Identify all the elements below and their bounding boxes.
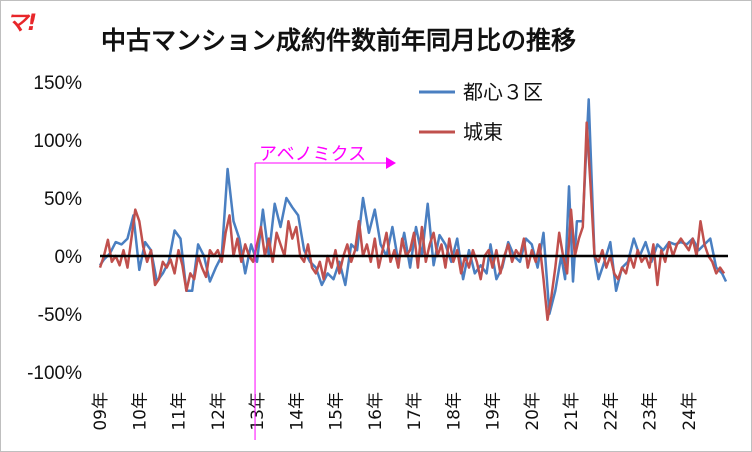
x-tick-label: 13年	[248, 392, 268, 431]
x-tick-label: 20年	[523, 392, 543, 431]
x-tick-label: 12年	[209, 392, 229, 431]
x-tick-label: 15年	[327, 392, 347, 431]
legend-label-joto: 城東	[463, 120, 503, 144]
x-tick-label: 19年	[484, 392, 504, 431]
y-tick-label: -100%	[27, 363, 82, 384]
abenomics-annotation: アベノミクス	[254, 144, 396, 440]
x-tick-label: 24年	[680, 392, 700, 431]
y-tick-label: -50%	[38, 305, 82, 326]
series-line-0	[98, 98, 728, 316]
x-tick-label: 21年	[562, 392, 582, 431]
y-tick-label: 0%	[55, 247, 83, 268]
brand-logo: マ!	[6, 11, 37, 36]
x-tick-label: 17年	[405, 392, 425, 431]
y-axis-ticks: 150% 100% 50% 0% -50% -100%	[27, 73, 82, 384]
annotation-arrow-head	[386, 157, 396, 169]
y-tick-label: 50%	[44, 189, 82, 210]
x-tick-label: 09年	[91, 392, 111, 431]
y-tick-label: 100%	[33, 131, 82, 152]
x-tick-label: 16年	[366, 392, 386, 431]
series-lines	[98, 98, 728, 322]
x-axis-ticks: 09年 10年 11年 12年 13年 14年 15年 16年 17年 18年 19年 20年 21年 2…	[91, 392, 700, 431]
x-tick-label: 22年	[601, 392, 621, 431]
chart-legend: 都心３区 城東	[419, 80, 543, 144]
x-tick-label: 11年	[170, 392, 190, 431]
x-tick-label: 18年	[444, 392, 464, 431]
x-tick-label: 23年	[641, 392, 661, 431]
series-line-1	[98, 121, 726, 322]
legend-label-tokyo-central: 都心３区	[463, 80, 543, 104]
annotation-label: アベノミクス	[259, 144, 366, 165]
x-tick-label: 10年	[130, 392, 150, 431]
x-tick-label: 14年	[287, 392, 307, 431]
chart-title: 中古マンション成約件数前年同月比の推移	[101, 26, 577, 55]
y-tick-label: 150%	[33, 73, 82, 94]
